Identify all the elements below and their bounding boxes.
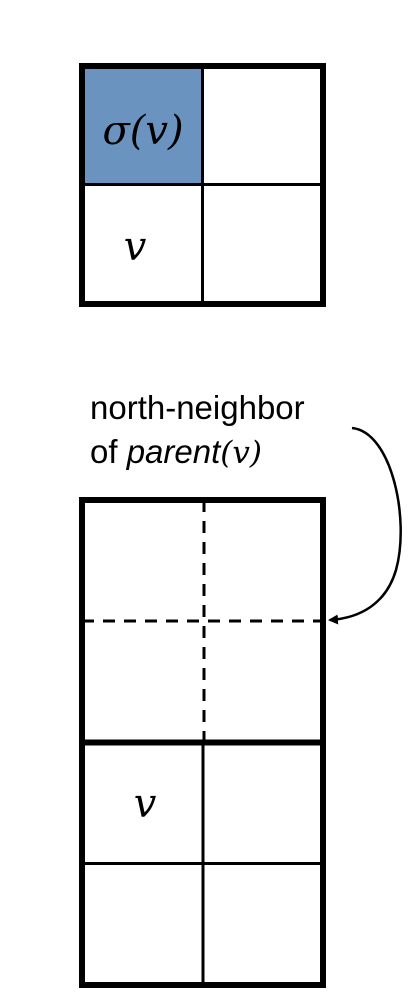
top-grid-v-label: v [124, 224, 147, 270]
annotation-prefix: of [90, 433, 127, 470]
annotation-parent-arg: (v) [220, 435, 262, 471]
top-grid-highlight-cell [82, 66, 202, 184]
annotation-parent-word: parent [126, 433, 222, 470]
top-grid: σ(v) v [79, 63, 326, 307]
annotation-line-1: north-neighbor [90, 389, 305, 426]
annotation-line-2: of parent(v) [90, 433, 262, 471]
annotation: north-neighbor of parent(v) [90, 389, 305, 471]
bottom-grid-v-label: v [134, 781, 157, 827]
bottom-grid: v [79, 497, 326, 988]
top-grid-sigma-label: σ(v) [102, 108, 183, 154]
annotation-arrow [328, 426, 402, 625]
